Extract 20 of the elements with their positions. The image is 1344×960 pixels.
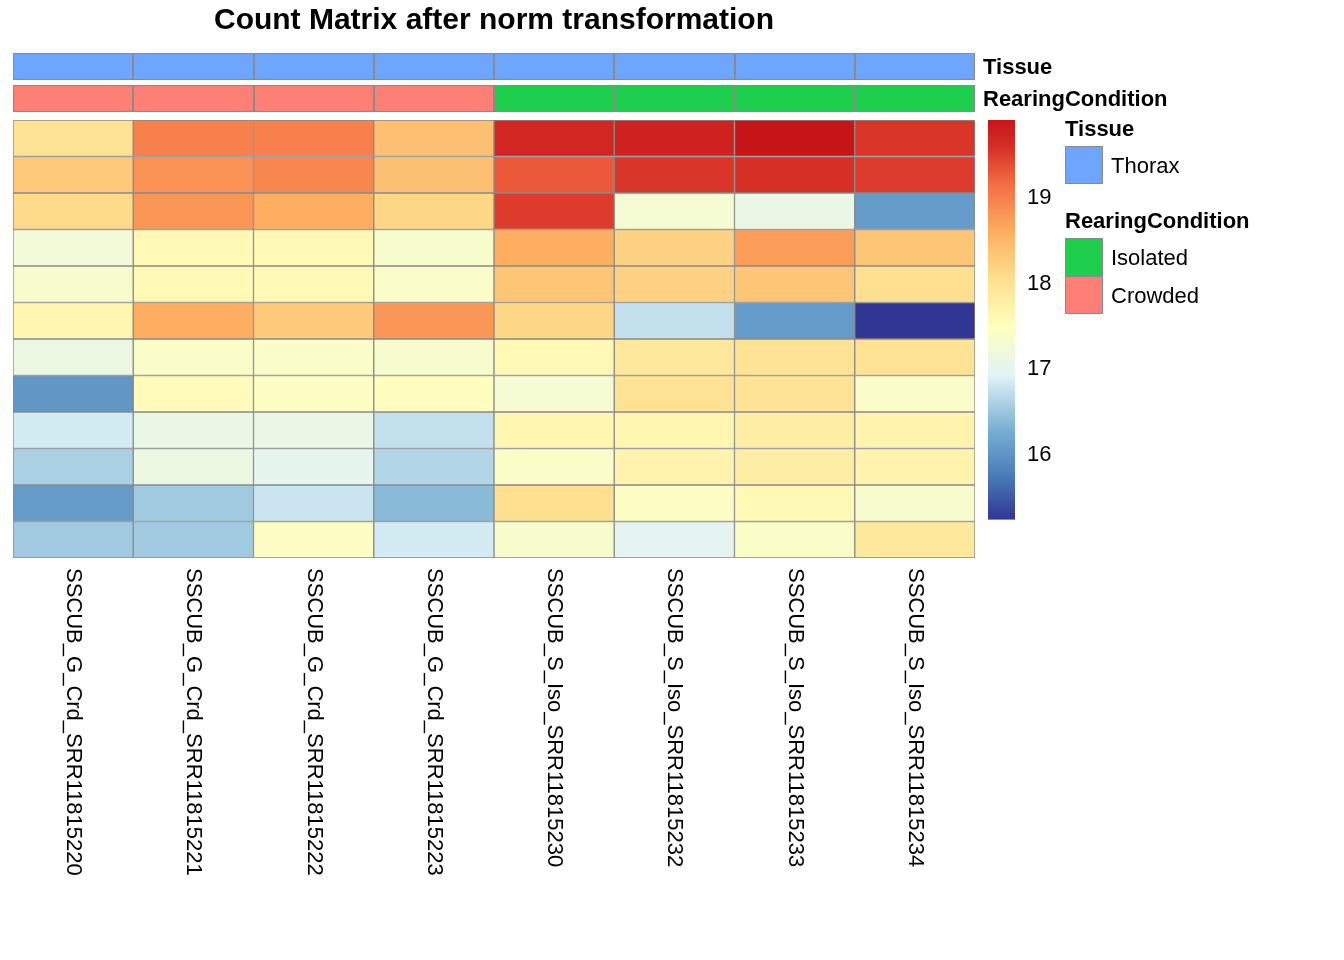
x-tick-label: SSCUB_S_Iso_SRR11815232 bbox=[663, 568, 689, 868]
legend-label: Thorax bbox=[1111, 153, 1180, 179]
color-bar-label: 16 bbox=[1027, 440, 1052, 466]
x-tick-label: SSCUB_G_Crd_SRR11815220 bbox=[62, 568, 88, 876]
x-tick-label: SSCUB_G_Crd_SRR11815222 bbox=[302, 568, 328, 876]
x-tick-label: SSCUB_S_Iso_SRR11815230 bbox=[543, 568, 569, 868]
x-tick-label: SSCUB_G_Crd_SRR11815223 bbox=[422, 568, 448, 876]
category-label: Tissue bbox=[1065, 116, 1135, 141]
category-label: RearingCondition bbox=[983, 86, 1168, 111]
legend-label: Isolated bbox=[1111, 245, 1189, 271]
color-bar-label: 17 bbox=[1027, 355, 1052, 381]
chart-title: Count Matrix after norm transformation bbox=[212, 2, 775, 36]
x-tick-label: SSCUB_G_Crd_SRR11815221 bbox=[182, 568, 208, 876]
x-tick-label: SSCUB_S_Iso_SRR11815234 bbox=[903, 568, 929, 868]
color-bar-label: 18 bbox=[1027, 269, 1052, 295]
category-label: RearingCondition bbox=[1065, 208, 1250, 233]
legend-label: Crowded bbox=[1111, 283, 1200, 309]
x-tick-label: SSCUB_S_Iso_SRR11815233 bbox=[783, 568, 809, 868]
category-label: Tissue bbox=[983, 54, 1053, 79]
color-bar-label: 19 bbox=[1027, 183, 1052, 209]
